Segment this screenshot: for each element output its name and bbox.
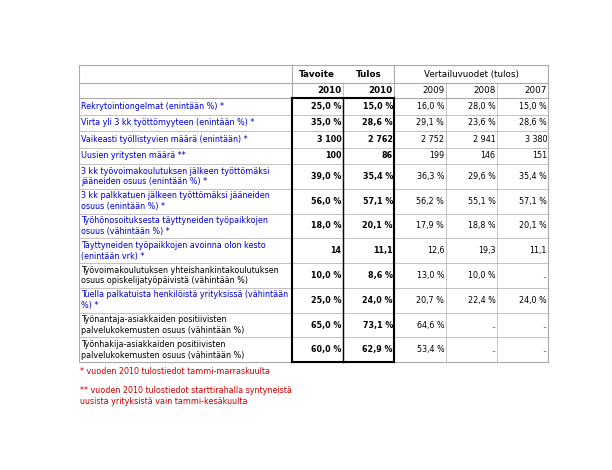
Text: 19,3: 19,3 [478, 246, 496, 255]
Text: 60,0 %: 60,0 % [311, 345, 341, 354]
Text: Työnhakija-asiakkaiden positiivisten
palvelukokemusten osuus (vähintään %): Työnhakija-asiakkaiden positiivisten pal… [81, 340, 244, 360]
Text: ..: .. [542, 271, 547, 280]
Text: 56,0 %: 56,0 % [311, 197, 341, 206]
Text: 86: 86 [382, 151, 393, 160]
Text: 29,1 %: 29,1 % [416, 118, 444, 127]
Text: ..: .. [491, 345, 496, 354]
Text: 20,1 %: 20,1 % [362, 221, 393, 230]
Text: 57,1 %: 57,1 % [362, 197, 393, 206]
Text: Vaikeasti työllistyvien määrä (enintään) *: Vaikeasti työllistyvien määrä (enintään)… [81, 135, 247, 144]
Text: 29,6 %: 29,6 % [468, 172, 496, 181]
Text: ..: .. [542, 345, 547, 354]
Text: 36,3 %: 36,3 % [417, 172, 444, 181]
Text: 23,6 %: 23,6 % [468, 118, 496, 127]
Text: Tuella palkatuista henkilöistä yrityksissä (vähintään
%) *: Tuella palkatuista henkilöistä yrityksis… [81, 290, 288, 310]
Text: 2008: 2008 [473, 86, 496, 95]
Text: 64,6 %: 64,6 % [417, 321, 444, 329]
Text: 35,4 %: 35,4 % [362, 172, 393, 181]
Text: 11,1: 11,1 [529, 246, 547, 255]
Text: Vertailuvuodet (tulos): Vertailuvuodet (tulos) [424, 70, 519, 78]
Text: Työnantaja-asiakkaiden positiivisten
palvelukokemusten osuus (vähintään %): Työnantaja-asiakkaiden positiivisten pal… [81, 315, 244, 335]
Text: Työhönosoituksesta täyttyneiden työpaikkojen
osuus (vähintään %) *: Työhönosoituksesta täyttyneiden työpaikk… [81, 216, 267, 236]
Text: Virta yli 3 kk työttömyyteen (enintään %) *: Virta yli 3 kk työttömyyteen (enintään %… [81, 118, 254, 127]
Text: 3 380: 3 380 [524, 135, 547, 144]
Text: 35,4 %: 35,4 % [519, 172, 547, 181]
Text: Tavoite: Tavoite [299, 70, 335, 78]
Text: 3 100: 3 100 [317, 135, 341, 144]
Text: 28,6 %: 28,6 % [362, 118, 393, 127]
Text: 2009: 2009 [422, 86, 444, 95]
Text: 24,0 %: 24,0 % [519, 296, 547, 305]
Text: 2 752: 2 752 [421, 135, 444, 144]
Text: 8,6 %: 8,6 % [368, 271, 393, 280]
Text: 3 kk palkkatuen jälkeen työttömäksi jääneiden
osuus (enintään %) *: 3 kk palkkatuen jälkeen työttömäksi jään… [81, 191, 269, 211]
Text: 15,0 %: 15,0 % [519, 102, 547, 111]
Text: 10,0 %: 10,0 % [468, 271, 496, 280]
Text: 12,6: 12,6 [427, 246, 444, 255]
Text: Tulos: Tulos [356, 70, 381, 78]
Text: 14: 14 [330, 246, 341, 255]
Text: 2010: 2010 [317, 86, 341, 95]
Text: ** vuoden 2010 tulostiedot starttirahalla syntyneistä
uusista yrityksistä vain t: ** vuoden 2010 tulostiedot starttirahall… [80, 386, 292, 406]
Text: 100: 100 [325, 151, 341, 160]
Text: 65,0 %: 65,0 % [311, 321, 341, 329]
Text: 22,4 %: 22,4 % [468, 296, 496, 305]
Text: 15,0 %: 15,0 % [362, 102, 393, 111]
Text: Työvoimakoulutuksen yhteishankintakoulutuksen
osuus opiskelijatyöpäivistä (vähin: Työvoimakoulutuksen yhteishankintakoulut… [81, 266, 278, 285]
Text: 62,9 %: 62,9 % [362, 345, 393, 354]
Text: 73,1 %: 73,1 % [362, 321, 393, 329]
Text: 53,4 %: 53,4 % [417, 345, 444, 354]
Text: 39,0 %: 39,0 % [311, 172, 341, 181]
Text: 151: 151 [532, 151, 547, 160]
Text: 199: 199 [429, 151, 444, 160]
Text: 2010: 2010 [368, 86, 393, 95]
Text: 24,0 %: 24,0 % [362, 296, 393, 305]
Text: ..: .. [542, 321, 547, 329]
Text: * vuoden 2010 tulostiedot tammi-marraskuulta: * vuoden 2010 tulostiedot tammi-marrasku… [80, 367, 271, 376]
Text: 18,8 %: 18,8 % [468, 221, 496, 230]
Text: 13,0 %: 13,0 % [417, 271, 444, 280]
Text: 28,0 %: 28,0 % [468, 102, 496, 111]
Text: 20,7 %: 20,7 % [416, 296, 444, 305]
Text: 2 762: 2 762 [368, 135, 393, 144]
Text: 2007: 2007 [524, 86, 547, 95]
Text: 16,0 %: 16,0 % [417, 102, 444, 111]
Text: 56,2 %: 56,2 % [416, 197, 444, 206]
Text: 146: 146 [480, 151, 496, 160]
Text: 57,1 %: 57,1 % [519, 197, 547, 206]
Text: 28,6 %: 28,6 % [519, 118, 547, 127]
Text: ..: .. [491, 321, 496, 329]
Text: 2 941: 2 941 [473, 135, 496, 144]
Text: 18,0 %: 18,0 % [311, 221, 341, 230]
Text: 3 kk työvoimakoulutuksen jälkeen työttömäksi
jääneiden osuus (enintään %) *: 3 kk työvoimakoulutuksen jälkeen työttöm… [81, 166, 269, 186]
Text: 10,0 %: 10,0 % [311, 271, 341, 280]
Text: 11,1: 11,1 [373, 246, 393, 255]
Text: 25,0 %: 25,0 % [311, 296, 341, 305]
Text: Täyttyneiden työpaikkojen avoinna olon kesto
(enintään vrk) *: Täyttyneiden työpaikkojen avoinna olon k… [81, 241, 266, 261]
Text: Rekrytointiongelmat (enintään %) *: Rekrytointiongelmat (enintään %) * [81, 102, 224, 111]
Text: 35,0 %: 35,0 % [311, 118, 341, 127]
Text: 25,0 %: 25,0 % [311, 102, 341, 111]
Text: 55,1 %: 55,1 % [468, 197, 496, 206]
Text: 20,1 %: 20,1 % [519, 221, 547, 230]
Text: Uusien yritysten määrä **: Uusien yritysten määrä ** [81, 151, 185, 160]
Text: 17,9 %: 17,9 % [416, 221, 444, 230]
